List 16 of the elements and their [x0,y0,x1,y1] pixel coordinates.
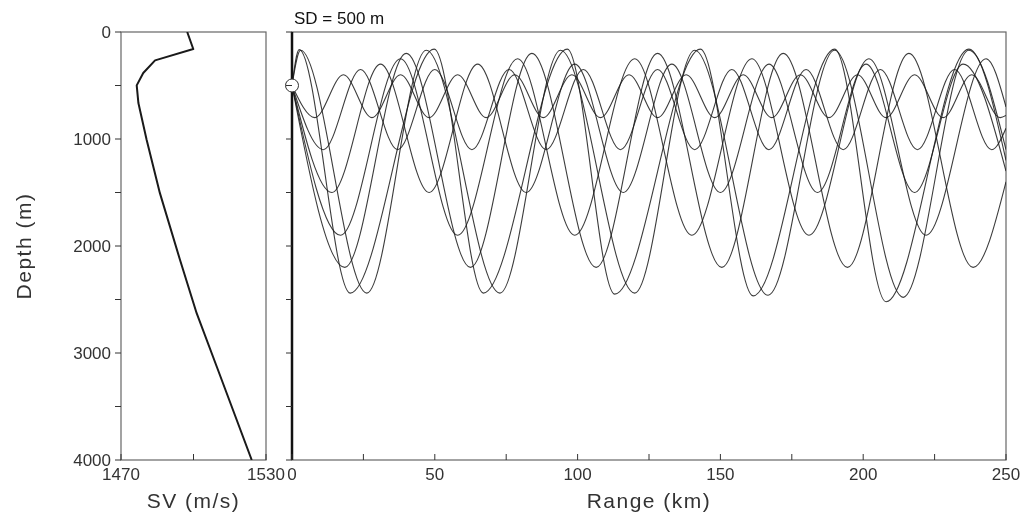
x-tick-label: 150 [706,465,735,484]
chart-title: SD = 500 m [294,9,385,28]
y-axis-title: Depth (m) [12,192,35,300]
y-tick-label: 3000 [73,343,111,363]
y-tick-label: 0 [101,22,111,42]
y-tick-label: 1000 [73,129,111,149]
x-tick-label: 100 [563,465,592,484]
x-tick-label: 50 [425,465,445,484]
x-tick-label: 1530 [247,465,285,484]
x-tick-label: 1470 [102,465,140,484]
x-axis-title: SV (m/s) [146,489,241,512]
x-tick-label: 200 [849,465,878,484]
x-tick-label: 0 [287,465,297,484]
x-axis-title: Range (km) [586,489,712,512]
y-tick-label: 2000 [73,236,111,256]
x-tick-label: 250 [991,465,1021,484]
